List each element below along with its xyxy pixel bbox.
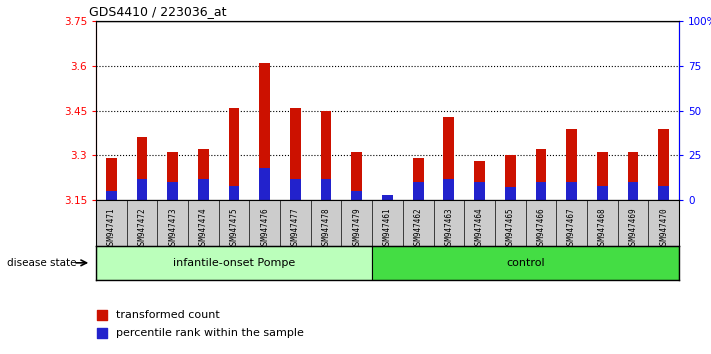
Bar	[96, 246, 372, 280]
Bar	[413, 158, 424, 200]
Bar	[351, 152, 362, 200]
Bar	[474, 182, 485, 200]
Point	[435, 28, 447, 34]
Bar	[372, 246, 679, 280]
Bar	[167, 152, 178, 200]
Text: GSM947461: GSM947461	[383, 207, 392, 249]
Bar	[290, 178, 301, 200]
Bar	[229, 186, 240, 200]
Bar	[321, 178, 331, 200]
Bar	[198, 149, 209, 200]
Text: GSM947467: GSM947467	[567, 207, 576, 249]
Bar	[658, 186, 669, 200]
Text: GSM947478: GSM947478	[321, 207, 331, 249]
Bar	[382, 197, 393, 200]
Text: GSM947462: GSM947462	[414, 207, 422, 249]
Text: GSM947475: GSM947475	[230, 207, 239, 249]
Bar	[444, 178, 454, 200]
Text: GSM947472: GSM947472	[137, 207, 146, 249]
Bar	[137, 137, 147, 200]
Text: GSM947477: GSM947477	[291, 207, 300, 249]
Bar	[628, 182, 638, 200]
Text: GSM947465: GSM947465	[506, 207, 515, 249]
Bar	[137, 178, 147, 200]
Bar	[444, 116, 454, 200]
Bar	[290, 108, 301, 200]
Point	[435, 195, 447, 201]
Bar	[106, 158, 117, 200]
Bar	[628, 152, 638, 200]
Bar	[658, 129, 669, 200]
Bar	[229, 108, 240, 200]
Text: GSM947476: GSM947476	[260, 207, 269, 249]
Bar	[535, 182, 546, 200]
Bar	[566, 129, 577, 200]
Bar	[535, 149, 546, 200]
Text: GSM947473: GSM947473	[169, 207, 177, 249]
Text: GSM947471: GSM947471	[107, 207, 116, 249]
Text: transformed count: transformed count	[117, 310, 220, 320]
Bar	[167, 182, 178, 200]
Bar	[260, 168, 270, 200]
Bar	[382, 195, 393, 200]
Bar	[413, 182, 424, 200]
Text: GSM947466: GSM947466	[536, 207, 545, 249]
Text: GSM947474: GSM947474	[199, 207, 208, 249]
Text: infantile-onset Pompe: infantile-onset Pompe	[173, 258, 295, 268]
Text: disease state: disease state	[7, 258, 77, 268]
Text: GSM947479: GSM947479	[353, 207, 361, 249]
Text: GSM947469: GSM947469	[629, 207, 638, 249]
Bar	[474, 161, 485, 200]
Bar	[566, 182, 577, 200]
Bar	[260, 63, 270, 200]
Text: GDS4410 / 223036_at: GDS4410 / 223036_at	[89, 5, 226, 18]
Bar	[597, 152, 608, 200]
Bar	[505, 155, 515, 200]
Text: control: control	[506, 258, 545, 268]
Bar	[505, 188, 515, 200]
Text: GSM947464: GSM947464	[475, 207, 484, 249]
Bar	[597, 186, 608, 200]
Text: GSM947470: GSM947470	[659, 207, 668, 249]
Text: percentile rank within the sample: percentile rank within the sample	[117, 328, 304, 338]
Bar	[198, 178, 209, 200]
Text: GSM947468: GSM947468	[598, 207, 606, 249]
Text: GSM947463: GSM947463	[444, 207, 454, 249]
Bar	[321, 110, 331, 200]
Bar	[351, 191, 362, 200]
Bar	[106, 191, 117, 200]
